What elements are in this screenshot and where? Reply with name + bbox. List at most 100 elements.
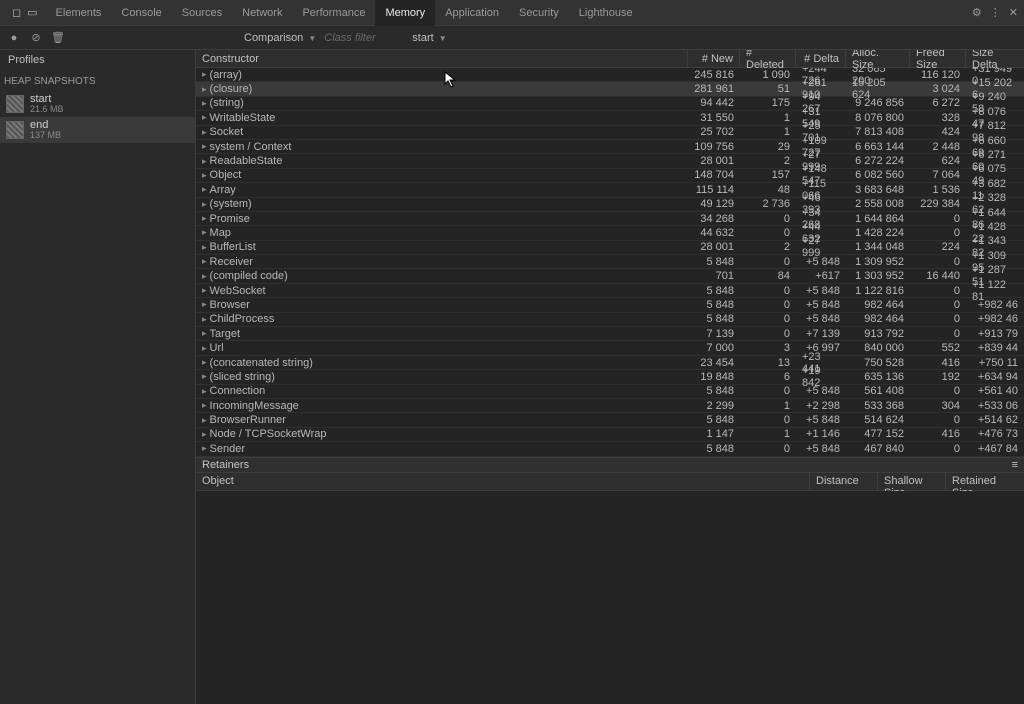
tab-performance[interactable]: Performance <box>292 0 375 26</box>
tab-network[interactable]: Network <box>232 0 292 26</box>
table-row[interactable]: ▸Promise34 2680+34 2681 644 8640+1 644 8… <box>196 212 1024 226</box>
snapshot-item[interactable]: start21.6 MB <box>0 91 195 117</box>
table-row[interactable]: ▸ChildProcess5 8480+5 848982 4640+982 46 <box>196 313 1024 327</box>
table-row[interactable]: ▸WebSocket5 8480+5 8481 122 8160+1 122 8… <box>196 284 1024 298</box>
expand-arrow-icon[interactable]: ▸ <box>202 141 207 152</box>
col-alloc[interactable]: Alloc. Size <box>846 50 910 67</box>
snapshot-item[interactable]: end137 MB <box>0 117 195 143</box>
baseline-dropdown[interactable]: start ▼ <box>412 32 446 44</box>
table-row[interactable]: ▸BrowserRunner5 8480+5 848514 6240+514 6… <box>196 413 1024 427</box>
expand-arrow-icon[interactable]: ▸ <box>202 371 207 382</box>
expand-arrow-icon[interactable]: ▸ <box>202 184 207 195</box>
cell-delta: +617 <box>796 269 846 282</box>
delete-icon[interactable]: 🗑 <box>50 31 66 44</box>
table-row[interactable]: ▸Socket25 7021+25 7017 813 408424+7 812 … <box>196 126 1024 140</box>
cell-freed: 0 <box>910 226 966 239</box>
expand-arrow-icon[interactable]: ▸ <box>202 343 207 354</box>
table-row[interactable]: ▸(concatenated string)23 45413+23 441750… <box>196 356 1024 370</box>
col-sizedelta[interactable]: Size Delta <box>966 50 1024 67</box>
cell-sizedelta: +750 11 <box>966 356 1024 369</box>
col-deleted[interactable]: # Deleted <box>740 50 796 67</box>
expand-arrow-icon[interactable]: ▸ <box>202 285 207 296</box>
expand-arrow-icon[interactable]: ▸ <box>202 386 207 397</box>
expand-arrow-icon[interactable]: ▸ <box>202 98 207 109</box>
tab-elements[interactable]: Elements <box>46 0 112 26</box>
table-row[interactable]: ▸(sliced string)19 8486+19 842635 136192… <box>196 370 1024 384</box>
table-row[interactable]: ▸(compiled code)70184+6171 303 95216 440… <box>196 269 1024 283</box>
table-row[interactable]: ▸IncomingMessage2 2991+2 298533 368304+5… <box>196 399 1024 413</box>
retainers-menu-icon[interactable]: ≡ <box>1012 459 1018 471</box>
retainers-col-shallow[interactable]: Shallow Size <box>878 473 946 490</box>
table-row[interactable]: ▸WritableState31 5501+31 5498 076 800328… <box>196 111 1024 125</box>
table-row[interactable]: ▸(closure)281 96151+281 91015 205 6243 0… <box>196 82 1024 96</box>
expand-arrow-icon[interactable]: ▸ <box>202 69 207 80</box>
expand-arrow-icon[interactable]: ▸ <box>202 271 207 282</box>
table-row[interactable]: ▸(string)94 442175+94 2679 246 8566 272+… <box>196 97 1024 111</box>
table-row[interactable]: ▸Receiver5 8480+5 8481 309 9520+1 309 95 <box>196 255 1024 269</box>
devtools-tabs-bar: ◻ ▭ ElementsConsoleSourcesNetworkPerform… <box>0 0 1024 26</box>
class-filter-input[interactable] <box>324 32 404 44</box>
table-row[interactable]: ▸Node / TCPSocketWrap1 1471+1 146477 152… <box>196 428 1024 442</box>
view-mode-dropdown[interactable]: Comparison ▼ <box>244 32 316 44</box>
table-row[interactable]: ▸Browser5 8480+5 848982 4640+982 46 <box>196 298 1024 312</box>
expand-arrow-icon[interactable]: ▸ <box>202 227 207 238</box>
tab-memory[interactable]: Memory <box>375 0 435 26</box>
tab-lighthouse[interactable]: Lighthouse <box>569 0 643 26</box>
close-icon[interactable]: ✕ <box>1009 6 1018 19</box>
col-constructor[interactable]: Constructor <box>196 50 688 67</box>
expand-arrow-icon[interactable]: ▸ <box>202 84 207 95</box>
expand-arrow-icon[interactable]: ▸ <box>202 256 207 267</box>
kebab-icon[interactable]: ⋮ <box>990 6 1001 19</box>
cell-deleted: 0 <box>740 226 796 239</box>
expand-arrow-icon[interactable]: ▸ <box>202 299 207 310</box>
cell-sizedelta: +533 06 <box>966 399 1024 412</box>
expand-arrow-icon[interactable]: ▸ <box>202 112 207 123</box>
table-row[interactable]: ▸Object148 704157+148 5476 082 5607 064+… <box>196 169 1024 183</box>
retainers-col-distance[interactable]: Distance <box>810 473 878 490</box>
clear-icon[interactable]: ⊘ <box>28 31 44 44</box>
table-row[interactable]: ▸(system)49 1292 736+46 3932 558 008229 … <box>196 198 1024 212</box>
retainers-col-object[interactable]: Object <box>196 473 810 490</box>
constructor-name: Target <box>210 328 241 340</box>
retainers-col-retained[interactable]: Retained Size <box>946 473 1024 490</box>
table-row[interactable]: ▸Array115 11448+115 0663 683 6481 536+3 … <box>196 183 1024 197</box>
cell-new: 7 000 <box>688 341 740 354</box>
expand-arrow-icon[interactable]: ▸ <box>202 156 207 167</box>
snapshot-thumb-icon <box>6 121 24 139</box>
expand-arrow-icon[interactable]: ▸ <box>202 429 207 440</box>
gear-icon[interactable]: ⚙ <box>972 6 982 19</box>
expand-arrow-icon[interactable]: ▸ <box>202 400 207 411</box>
tab-sources[interactable]: Sources <box>172 0 232 26</box>
expand-arrow-icon[interactable]: ▸ <box>202 357 207 368</box>
table-row[interactable]: ▸Sender5 8480+5 848467 8400+467 84 <box>196 442 1024 456</box>
table-row[interactable]: ▸Connection5 8480+5 848561 4080+561 40 <box>196 385 1024 399</box>
constructor-name: WritableState <box>210 112 276 124</box>
tab-application[interactable]: Application <box>435 0 509 26</box>
expand-arrow-icon[interactable]: ▸ <box>202 328 207 339</box>
expand-arrow-icon[interactable]: ▸ <box>202 242 207 253</box>
expand-arrow-icon[interactable]: ▸ <box>202 443 207 454</box>
table-row[interactable]: ▸BufferList28 0012+27 9991 344 048224+1 … <box>196 241 1024 255</box>
table-row[interactable]: ▸Map44 6320+44 6321 428 2240+1 428 22 <box>196 226 1024 240</box>
expand-arrow-icon[interactable]: ▸ <box>202 170 207 181</box>
comparison-table: Constructor # New # Deleted # Delta Allo… <box>196 50 1024 704</box>
expand-arrow-icon[interactable]: ▸ <box>202 314 207 325</box>
col-new[interactable]: # New <box>688 50 740 67</box>
table-row[interactable]: ▸Url7 0003+6 997840 000552+839 44 <box>196 341 1024 355</box>
expand-arrow-icon[interactable]: ▸ <box>202 415 207 426</box>
record-icon[interactable]: ● <box>6 32 22 44</box>
table-row[interactable]: ▸Target7 1390+7 139913 7920+913 79 <box>196 327 1024 341</box>
inspect-icon[interactable]: ◻ <box>12 6 21 19</box>
expand-arrow-icon[interactable]: ▸ <box>202 127 207 138</box>
table-row[interactable]: ▸ReadableState28 0012+27 9996 272 224624… <box>196 154 1024 168</box>
tab-console[interactable]: Console <box>111 0 171 26</box>
expand-arrow-icon[interactable]: ▸ <box>202 213 207 224</box>
table-row[interactable]: ▸system / Context109 75629+109 7276 663 … <box>196 140 1024 154</box>
expand-arrow-icon[interactable]: ▸ <box>202 199 207 210</box>
device-icon[interactable]: ▭ <box>27 6 37 19</box>
cell-new: 31 550 <box>688 111 740 124</box>
col-freed[interactable]: Freed Size <box>910 50 966 67</box>
cell-sizedelta: +476 73 <box>966 428 1024 441</box>
tab-security[interactable]: Security <box>509 0 569 26</box>
col-delta[interactable]: # Delta <box>796 50 846 67</box>
